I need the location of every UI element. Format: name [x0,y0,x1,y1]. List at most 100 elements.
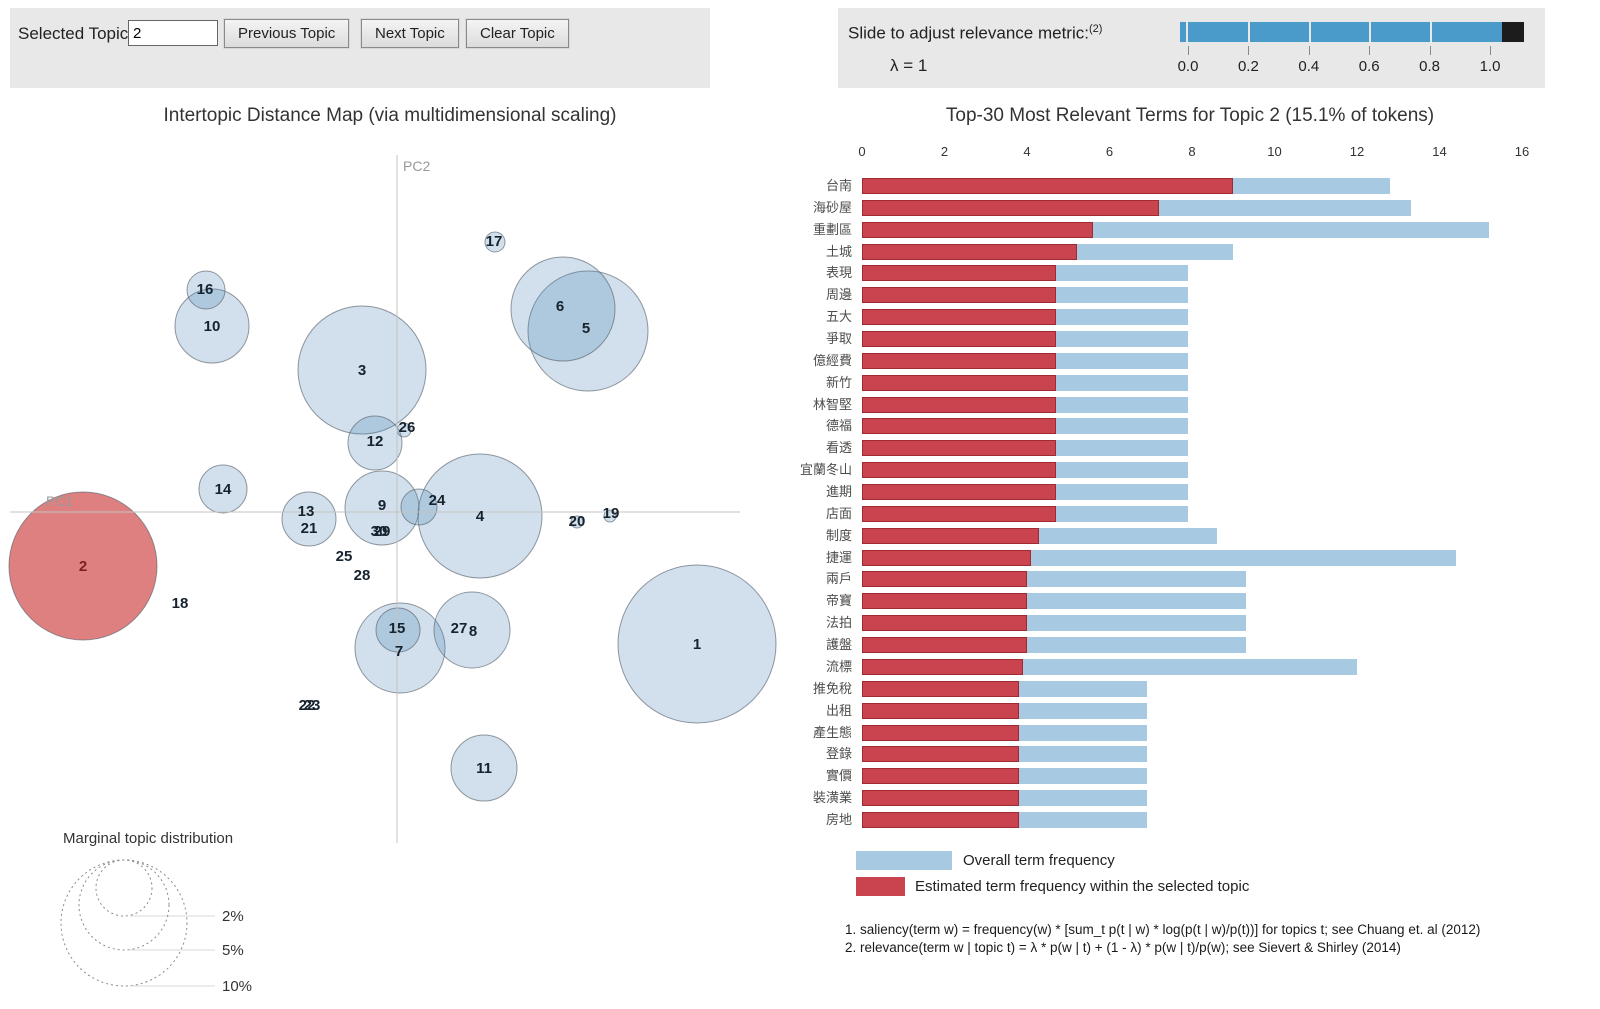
term-label[interactable]: 爭取 [825,331,852,347]
topic-bubble-11[interactable] [450,734,518,802]
topic-frequency-bar[interactable] [862,309,1056,326]
topic-frequency-bar[interactable] [862,702,1019,719]
term-label[interactable]: 捷運 [825,549,852,565]
topic-frequency-bar[interactable] [862,527,1040,544]
topic-frequency-bar[interactable] [862,549,1032,566]
topic-bubble-20[interactable] [570,515,584,529]
term-label[interactable]: 裝潢業 [812,790,852,806]
clear-topic-button[interactable]: Clear Topic [466,19,569,48]
slider-tick-label: 0.6 [1358,58,1380,75]
next-topic-button[interactable]: Next Topic [361,19,459,48]
term-label[interactable]: 房地 [825,811,852,827]
term-label[interactable]: 護盤 [825,637,852,653]
topic-frequency-label: Estimated term frequency within the sele… [915,878,1250,895]
term-label[interactable]: 億經費 [812,352,852,368]
topic-bubble-3[interactable] [297,305,427,435]
term-label[interactable]: 出租 [825,702,852,718]
topic-bubble-14[interactable] [198,464,248,514]
term-label[interactable]: 看透 [825,440,852,456]
topic-frequency-bar[interactable] [862,746,1019,763]
slider-tick [1369,46,1371,55]
topic-bubble-17[interactable] [484,231,506,253]
topic-bubble-4[interactable] [417,453,543,579]
topic-frequency-swatch [856,877,905,896]
term-label[interactable]: 周邊 [825,287,852,303]
topic-bubble-24[interactable] [400,488,438,526]
slider-tick [1308,46,1310,55]
topic-bubble-9[interactable] [344,470,420,546]
topic-frequency-bar[interactable] [862,178,1234,194]
size-legend-label: 10% [222,978,252,995]
term-label[interactable]: 土城 [825,243,852,259]
topic-frequency-bar[interactable] [862,374,1056,391]
topic-frequency-bar[interactable] [862,680,1019,697]
x-axis-tick: 6 [1105,144,1114,159]
topic-bubble-8[interactable] [433,591,511,669]
term-label[interactable]: 流標 [825,658,852,674]
slider-tick-label: 0.4 [1298,58,1320,75]
topic-frequency-bar[interactable] [862,593,1027,610]
topic-frequency-bar[interactable] [862,637,1027,654]
topic-frequency-bar[interactable] [862,396,1056,413]
topic-frequency-bar[interactable] [862,615,1027,632]
topic-frequency-bar[interactable] [862,287,1056,304]
term-label[interactable]: 實價 [825,768,852,784]
term-label[interactable]: 五大 [825,309,852,325]
topic-frequency-bar[interactable] [862,658,1023,675]
term-label[interactable]: 台南 [825,178,852,193]
relevance-slider[interactable] [1180,22,1524,42]
topic-frequency-bar[interactable] [862,199,1159,216]
topic-bubble-2[interactable] [8,491,158,641]
term-label[interactable]: 店面 [825,505,852,521]
topic-frequency-bar[interactable] [862,352,1056,369]
topic-frequency-bar[interactable] [862,462,1056,479]
topic-frequency-bar[interactable] [862,790,1019,807]
topic-label-28: 28 [354,567,371,584]
topic-frequency-bar[interactable] [862,768,1019,785]
term-label[interactable]: 帝寶 [825,593,852,609]
term-label[interactable]: 進期 [825,484,852,500]
x-axis-tick: 16 [1514,144,1530,159]
topic-control-panel: Selected Topic: Previous Topic Next Topi… [10,8,710,88]
term-label[interactable]: 表現 [825,265,852,281]
term-label[interactable]: 重劃區 [812,221,852,237]
previous-topic-button[interactable]: Previous Topic [224,19,350,48]
topic-frequency-bar[interactable] [862,418,1056,435]
topic-frequency-bar[interactable] [862,440,1056,457]
topic-frequency-bar[interactable] [862,221,1093,238]
topic-bubble-19[interactable] [603,509,617,523]
topic-frequency-bar[interactable] [862,265,1056,282]
topic-bubble-13[interactable] [281,491,337,547]
topic-bubble-6[interactable] [510,256,616,362]
selected-topic-input[interactable] [128,20,218,46]
topic-frequency-bar[interactable] [862,505,1056,522]
term-label[interactable]: 海砂屋 [812,199,852,215]
topic-frequency-bar[interactable] [862,331,1056,348]
footnote-relevance: 2. relevance(term w | topic t) = λ * p(w… [845,940,1401,955]
topic-frequency-bar[interactable] [862,484,1056,501]
term-label[interactable]: 推免稅 [812,680,852,696]
term-label[interactable]: 林智堅 [812,396,852,412]
topic-frequency-bar[interactable] [862,811,1019,828]
term-label[interactable]: 德福 [825,418,852,434]
topic-bubble-7[interactable] [354,602,446,694]
topic-bubble-12[interactable] [347,415,403,471]
x-axis-tick: 4 [1023,144,1031,159]
topic-bubble-26[interactable] [396,422,412,438]
topic-frequency-bar[interactable] [862,571,1027,588]
topic-bubble-10[interactable] [174,288,250,364]
term-label[interactable]: 兩戶 [825,571,852,587]
terms-chart-title: Top-30 Most Relevant Terms for Topic 2 (… [945,105,1435,126]
term-label[interactable]: 法拍 [825,615,852,631]
term-label[interactable]: 產生態 [812,724,852,740]
slider-handle[interactable] [1502,22,1524,42]
term-label[interactable]: 登錄 [825,746,852,762]
term-label[interactable]: 制度 [825,527,852,543]
topic-bubble-16[interactable] [186,270,226,310]
topic-frequency-bar[interactable] [862,243,1077,260]
topic-bubble-1[interactable] [617,564,777,724]
term-label[interactable]: 宜蘭冬山 [799,462,852,478]
topic-bubble-15[interactable] [375,607,421,653]
topic-frequency-bar[interactable] [862,724,1019,741]
term-label[interactable]: 新竹 [825,374,852,390]
